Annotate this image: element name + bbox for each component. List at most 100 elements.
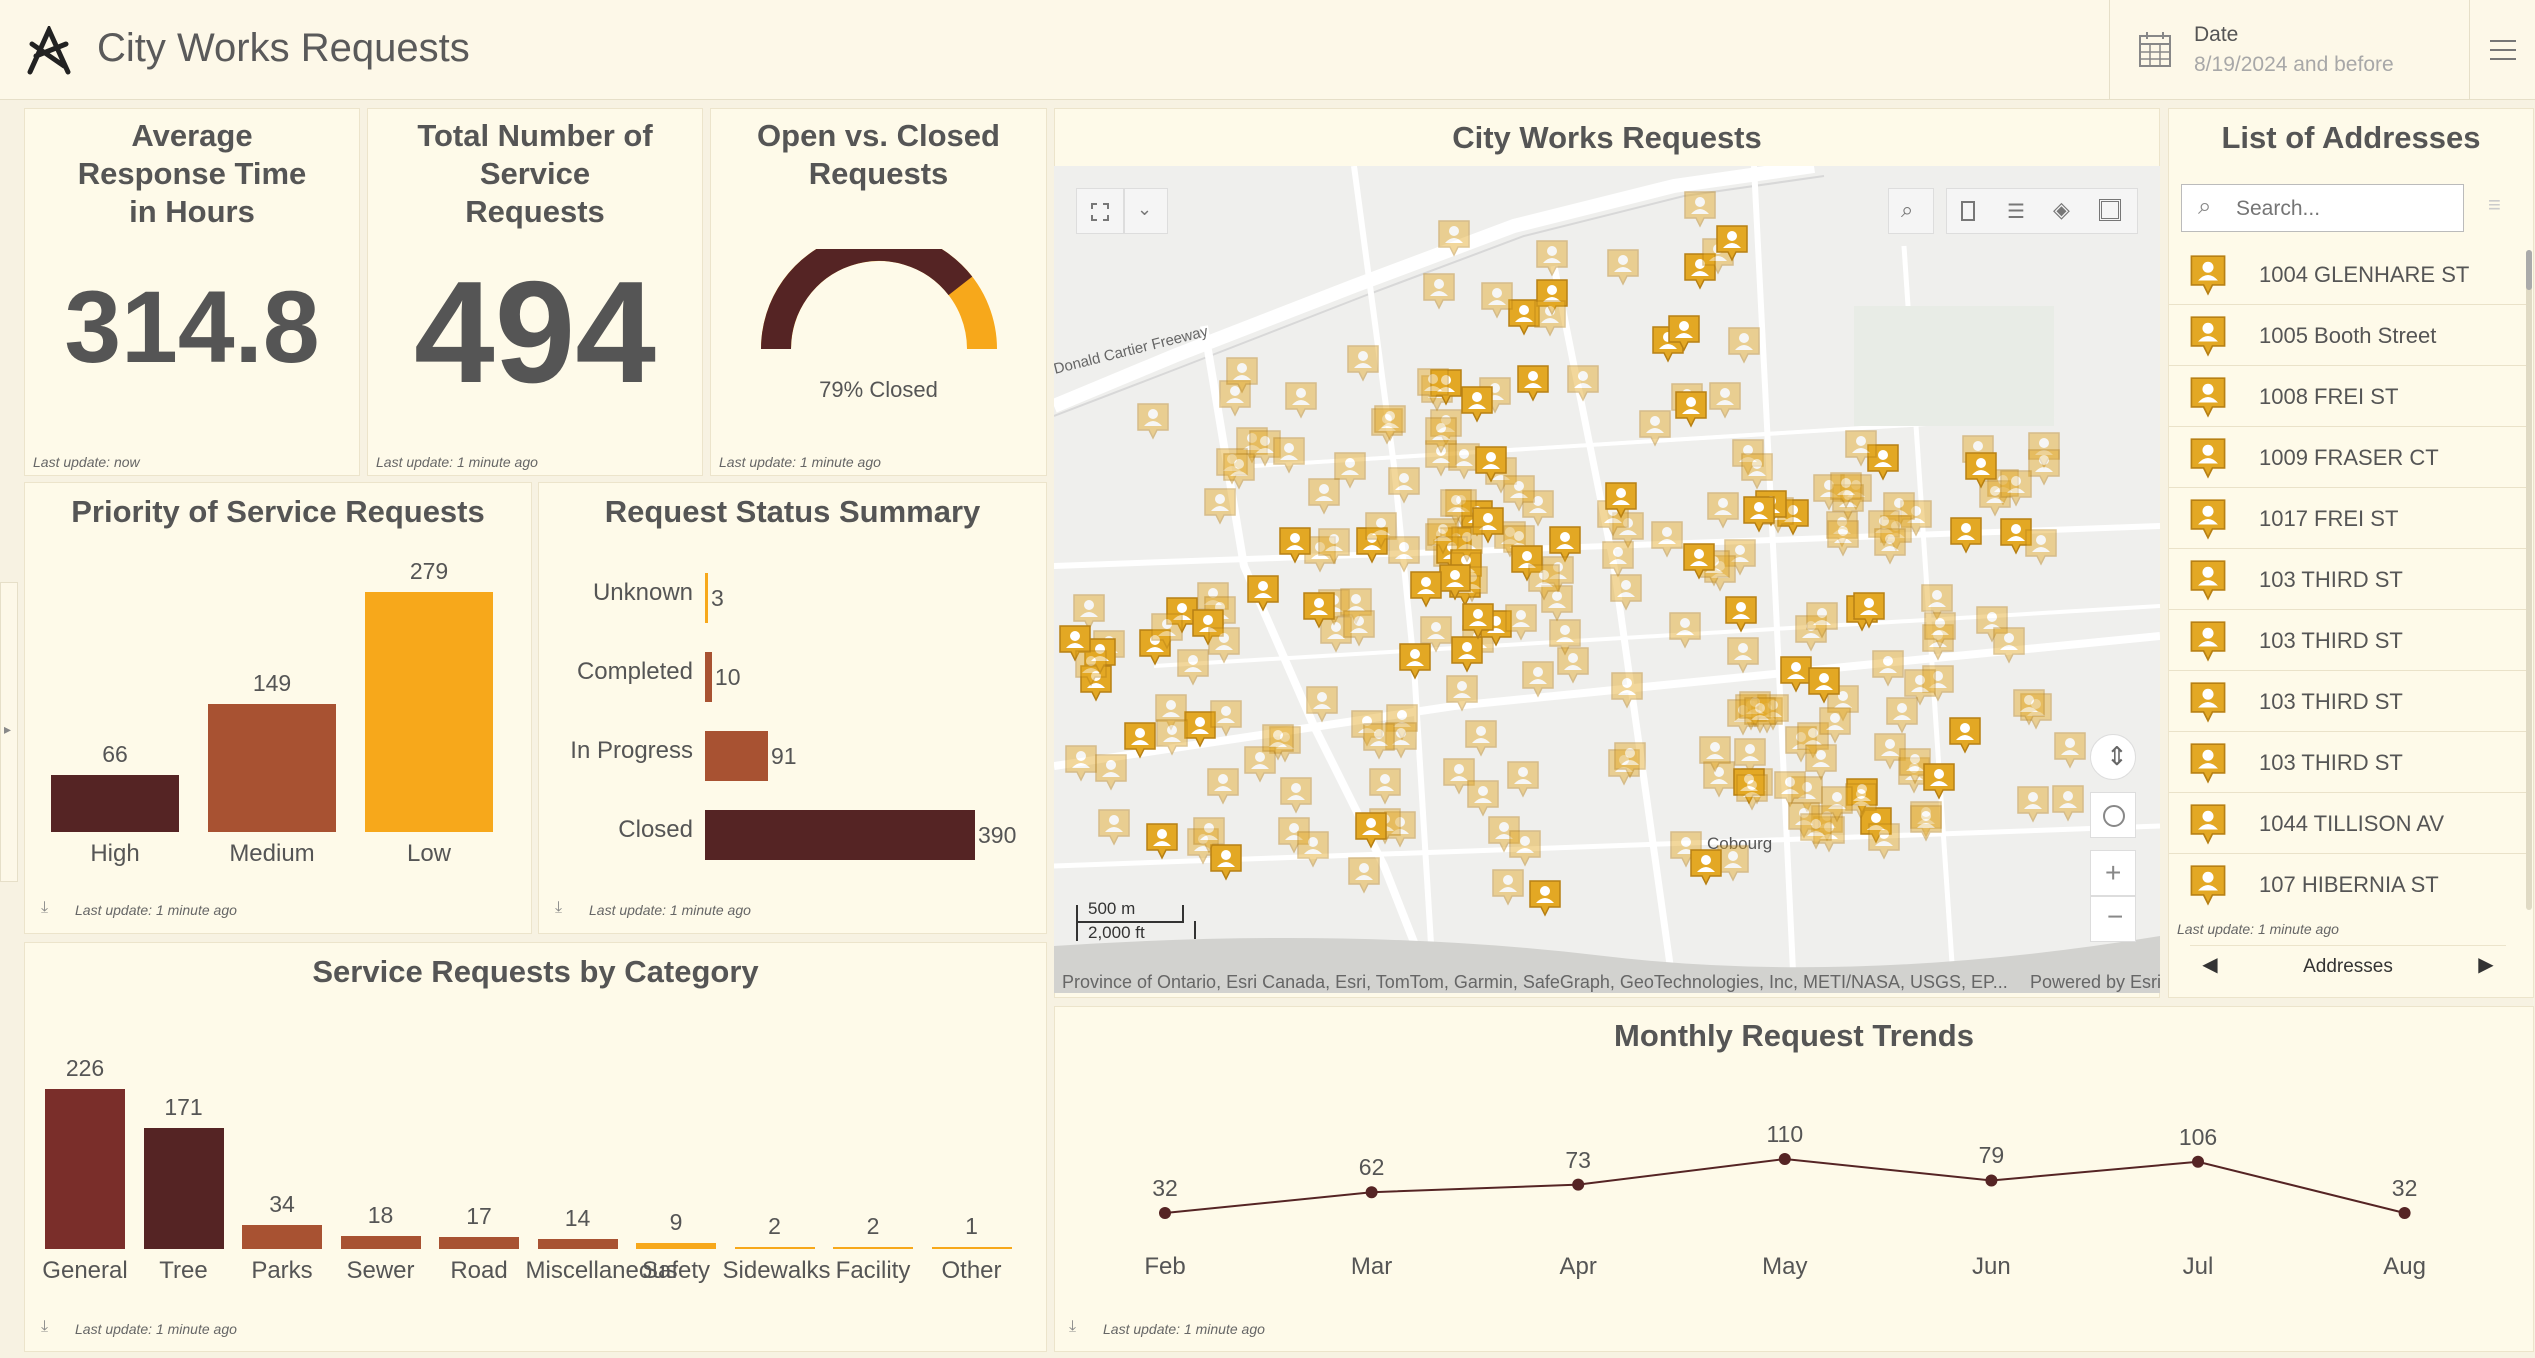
map-marker-icon[interactable] xyxy=(1702,760,1736,798)
map-marker-icon[interactable] xyxy=(1387,466,1421,505)
map-marker-icon[interactable] xyxy=(1805,601,1839,639)
address-scrollbar[interactable] xyxy=(2526,250,2532,910)
map-marker-icon[interactable] xyxy=(1548,618,1582,656)
map-marker-icon[interactable] xyxy=(2019,692,2053,730)
map-marker-icon[interactable] xyxy=(1845,777,1879,815)
map-marker-icon[interactable] xyxy=(1317,527,1351,565)
map-marker-icon[interactable] xyxy=(1373,404,1407,442)
map-marker-icon[interactable] xyxy=(1818,706,1852,744)
map-marker-icon[interactable] xyxy=(1064,744,1098,782)
trends-point[interactable] xyxy=(1985,1174,1998,1187)
map-marker-icon[interactable] xyxy=(1807,666,1841,704)
download-icon[interactable]: ⤓ xyxy=(1069,1318,1077,1335)
map-marker-icon[interactable] xyxy=(1416,367,1450,405)
map-marker-icon[interactable] xyxy=(1422,272,1456,310)
map-marker-icon[interactable] xyxy=(1445,674,1479,713)
map-marker-icon[interactable] xyxy=(1607,748,1641,786)
map-marker-icon[interactable] xyxy=(1787,801,1821,839)
map-marker-icon[interactable] xyxy=(1885,696,1919,734)
map-marker-icon[interactable] xyxy=(1438,563,1472,601)
map-marker-icon[interactable] xyxy=(2027,448,2061,486)
map-marker-icon[interactable] xyxy=(1897,756,1931,794)
address-list-item[interactable]: 103 THIRD ST xyxy=(2169,732,2527,793)
map-marker-icon[interactable] xyxy=(1307,477,1341,516)
map-marker-icon[interactable] xyxy=(1738,690,1772,728)
map-marker-icon[interactable] xyxy=(1613,741,1647,779)
map-search-button[interactable]: ⌕ xyxy=(1888,188,1934,234)
map-marker-icon[interactable] xyxy=(1384,721,1418,759)
map-marker-icon[interactable] xyxy=(1491,868,1525,906)
map-powered-by[interactable]: Powered by Esri xyxy=(2030,972,2162,992)
map-marker-icon[interactable] xyxy=(1398,642,1432,680)
map-marker-icon[interactable] xyxy=(1450,525,1484,563)
next-page-button[interactable]: ▶ xyxy=(2478,954,2494,976)
map-marker-icon[interactable] xyxy=(1261,723,1295,761)
map-marker-icon[interactable] xyxy=(1871,649,1905,687)
map-marker-icon[interactable] xyxy=(1424,439,1458,477)
map-marker-icon[interactable] xyxy=(1296,830,1330,868)
map-marker-icon[interactable] xyxy=(1839,473,1873,511)
list-icon[interactable]: ☰ xyxy=(2007,201,2025,223)
map-marker-icon[interactable] xyxy=(1364,511,1398,549)
map-marker-icon[interactable] xyxy=(1689,848,1723,886)
map-marker-icon[interactable] xyxy=(1867,509,1901,548)
map-marker-icon[interactable] xyxy=(1474,445,1508,483)
address-list-item[interactable]: 1004 GLENHARE ST xyxy=(2169,244,2527,305)
map-marker-icon[interactable] xyxy=(1450,635,1484,673)
map-marker-icon[interactable] xyxy=(1812,815,1846,853)
map-marker-icon[interactable] xyxy=(1368,767,1402,806)
side-panel-toggle[interactable]: ▸ xyxy=(0,582,18,882)
map-marker-icon[interactable] xyxy=(1706,491,1740,529)
map-marker-icon[interactable] xyxy=(1464,719,1498,757)
map-marker-icon[interactable] xyxy=(1610,671,1644,709)
map-marker-icon[interactable] xyxy=(1460,385,1494,423)
map-marker-icon[interactable] xyxy=(1521,660,1555,698)
trends-point[interactable] xyxy=(1572,1178,1585,1191)
locate-button[interactable] xyxy=(2090,792,2136,838)
map-marker-icon[interactable] xyxy=(1504,603,1538,641)
download-icon[interactable]: ⤓ xyxy=(555,899,563,916)
map-marker-icon[interactable] xyxy=(1155,718,1189,756)
map-marker-icon[interactable] xyxy=(2051,784,2085,822)
map-marker-icon[interactable] xyxy=(1319,615,1353,653)
map-marker-icon[interactable] xyxy=(1540,584,1574,622)
map-marker-icon[interactable] xyxy=(1726,636,1760,674)
map-marker-icon[interactable] xyxy=(1606,248,1640,286)
address-list-item[interactable]: 1044 TILLISON AV xyxy=(2169,793,2527,854)
map-marker-icon[interactable] xyxy=(1480,281,1514,319)
map-marker-icon[interactable] xyxy=(1743,696,1777,734)
map-marker-icon[interactable] xyxy=(1350,709,1384,747)
map-marker-icon[interactable] xyxy=(1339,587,1373,625)
map-marker-icon[interactable] xyxy=(1342,609,1376,647)
map-marker-icon[interactable] xyxy=(1354,811,1388,850)
map-marker-icon[interactable] xyxy=(1355,526,1389,564)
map-marker-icon[interactable] xyxy=(1831,483,1865,521)
map-marker-icon[interactable] xyxy=(1604,481,1638,520)
map-marker-icon[interactable] xyxy=(1731,438,1765,476)
map-marker-icon[interactable] xyxy=(1948,716,1982,754)
address-list-item[interactable]: 1017 FREI ST xyxy=(2169,488,2527,549)
map-marker-icon[interactable] xyxy=(1909,800,1943,838)
trends-point[interactable] xyxy=(1159,1207,1171,1219)
address-list-item[interactable]: 1005 Booth Street xyxy=(2169,305,2527,366)
map-marker-icon[interactable] xyxy=(1784,725,1818,764)
map-marker-icon[interactable] xyxy=(1206,767,1240,805)
map-marker-icon[interactable] xyxy=(1502,474,1536,512)
map-marker-icon[interactable] xyxy=(1873,732,1907,770)
address-list-item[interactable]: 103 THIRD ST xyxy=(2169,549,2527,610)
map-marker-icon[interactable] xyxy=(1638,409,1672,447)
map-marker-icon[interactable] xyxy=(1992,626,2026,664)
map-marker-icon[interactable] xyxy=(1225,356,1259,394)
map-marker-icon[interactable] xyxy=(1820,785,1854,823)
map-marker-icon[interactable] xyxy=(1611,511,1645,549)
map-marker-icon[interactable] xyxy=(1387,535,1421,574)
map-marker-icon[interactable] xyxy=(1566,364,1600,402)
map-marker-icon[interactable] xyxy=(1879,514,1913,552)
map-marker-icon[interactable] xyxy=(1419,615,1453,653)
map-marker-icon[interactable] xyxy=(1083,637,1117,675)
map-marker-icon[interactable] xyxy=(1150,612,1184,650)
map-marker-icon[interactable] xyxy=(1923,611,1957,649)
map-marker-icon[interactable] xyxy=(1733,737,1767,775)
map-marker-icon[interactable] xyxy=(1535,278,1569,316)
map-marker-icon[interactable] xyxy=(1243,745,1277,783)
